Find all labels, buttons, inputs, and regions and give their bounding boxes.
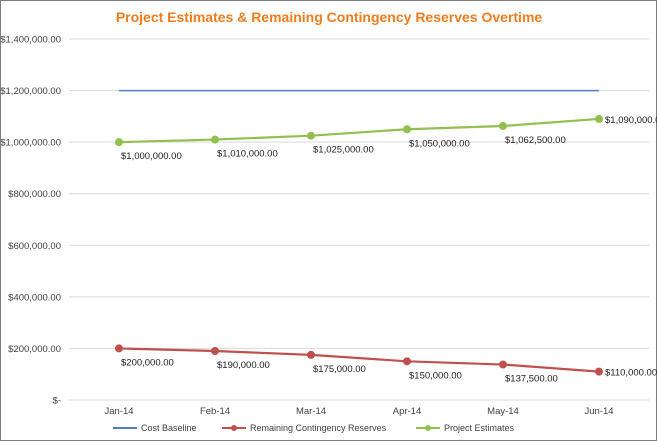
legend: Cost Baseline Remaining Contingency Reser… [113,423,515,433]
data-point [595,115,603,123]
chart-title: Project Estimates & Remaining Contingenc… [116,9,543,25]
data-label: $137,500.00 [505,374,558,385]
data-label: $190,000.00 [217,360,270,371]
data-point [403,357,411,365]
data-label: $1,050,000.00 [409,138,470,149]
y-tick-label: $800,000.00 [8,189,61,200]
y-tick-label: $400,000.00 [8,292,61,303]
data-point [499,361,507,369]
data-point [211,347,219,355]
data-label: $150,000.00 [409,370,462,381]
x-tick-label: Jan-14 [104,406,133,417]
data-point [307,132,315,140]
data-point [595,368,603,376]
legend-marker [231,425,237,431]
y-tick-label: $600,000.00 [8,241,61,252]
legend-marker [425,425,431,431]
legend-entry: Project Estimates [416,423,515,433]
legend-entry: Remaining Contingency Reserves [222,423,387,433]
y-tick-label: $200,000.00 [8,344,61,355]
data-point [307,351,315,359]
x-tick-label: Jun-14 [584,406,613,417]
series-layer [115,91,603,376]
y-axis: $- $200,000.00 $400,000.00 $600,000.00 $800,… [1,35,61,407]
data-label: $1,090,000.00 [605,115,657,126]
y-tick-label: $1,200,000.00 [1,86,61,97]
data-point [115,138,123,146]
x-tick-label: Mar-14 [296,406,326,417]
y-tick-label: $1,400,000.00 [1,35,61,46]
x-axis: Jan-14 Feb-14 Mar-14 Apr-14 May-14 Jun-14 [104,406,613,417]
y-tick-label: $- [53,396,61,407]
data-point [115,344,123,352]
data-point [499,122,507,130]
x-tick-label: Apr-14 [393,406,422,417]
legend-label: Project Estimates [444,423,515,433]
legend-label: Cost Baseline [141,423,197,433]
legend-entry: Cost Baseline [113,423,197,433]
grid-lines [69,39,649,400]
data-label: $110,000.00 [605,368,657,379]
y-tick-label: $1,000,000.00 [1,138,61,149]
data-label: $1,010,000.00 [217,149,278,160]
data-point [211,136,219,144]
x-tick-label: Feb-14 [200,406,230,417]
legend-label: Remaining Contingency Reserves [250,423,387,433]
data-label: $1,025,000.00 [313,145,374,156]
data-point [403,125,411,133]
data-label: $1,000,000.00 [121,151,182,162]
data-label: $1,062,500.00 [505,135,566,146]
data-label: $175,000.00 [313,364,366,375]
data-label: $200,000.00 [121,357,174,368]
data-labels: $200,000.00 $190,000.00 $175,000.00 $150,00… [121,115,657,385]
x-tick-label: May-14 [487,406,519,417]
